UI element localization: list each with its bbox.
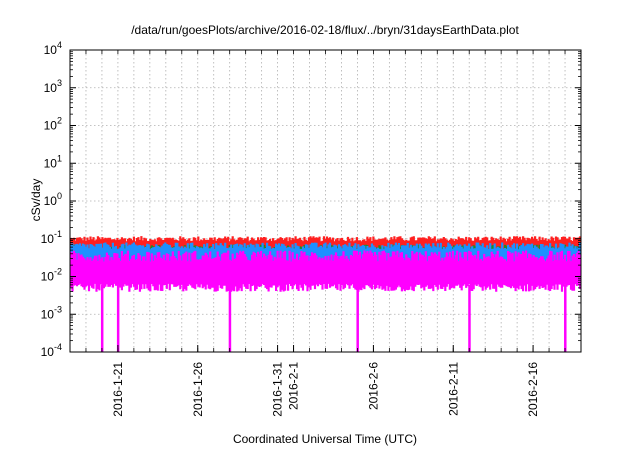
dropout-spike	[100, 284, 104, 352]
y-tick-label: 10-3	[41, 304, 62, 321]
y-tick-label: 102	[44, 116, 62, 133]
y-tick-label: 104	[44, 40, 62, 57]
grid	[70, 49, 581, 353]
dropout-spike	[468, 284, 471, 352]
x-tick-label: 2016-2-1	[287, 362, 301, 410]
x-tick-label: 2016-2-16	[526, 362, 540, 417]
x-axis-ticks: 2016-1-21 2016-1-26 2016-1-31 2016-2-1 2016-…	[85, 50, 566, 417]
x-tick-label: 2016-1-21	[111, 362, 125, 417]
x-tick-label: 2016-2-6	[366, 362, 380, 410]
y-tick-label: 10-1	[41, 229, 62, 246]
y-tick-label: 100	[44, 191, 62, 208]
dropout-spike	[356, 284, 359, 352]
dropout-spike	[116, 284, 120, 352]
y-axis-ticks: 10-4 10-3 10-2 10-1 100 101 102 103 104	[41, 40, 581, 359]
dropout-spikes	[100, 284, 567, 352]
y-tick-label: 101	[44, 153, 62, 170]
series-band-3	[69, 250, 582, 292]
x-tick-label: 2016-1-26	[191, 362, 205, 417]
y-tick-label: 103	[44, 78, 62, 95]
x-tick-label: 2016-1-31	[271, 362, 285, 417]
y-tick-label: 10-4	[41, 342, 62, 359]
data-series	[69, 236, 582, 292]
y-tick-label: 10-2	[41, 267, 62, 284]
chart-title: /data/run/goesPlots/archive/2016-02-18/f…	[131, 23, 519, 37]
x-tick-label: 2016-2-11	[446, 362, 460, 416]
dropout-spike	[564, 284, 567, 352]
y-axis-label: cSv/day	[29, 179, 43, 222]
dropout-spike	[228, 284, 232, 352]
x-axis-label: Coordinated Universal Time (UTC)	[233, 432, 417, 446]
